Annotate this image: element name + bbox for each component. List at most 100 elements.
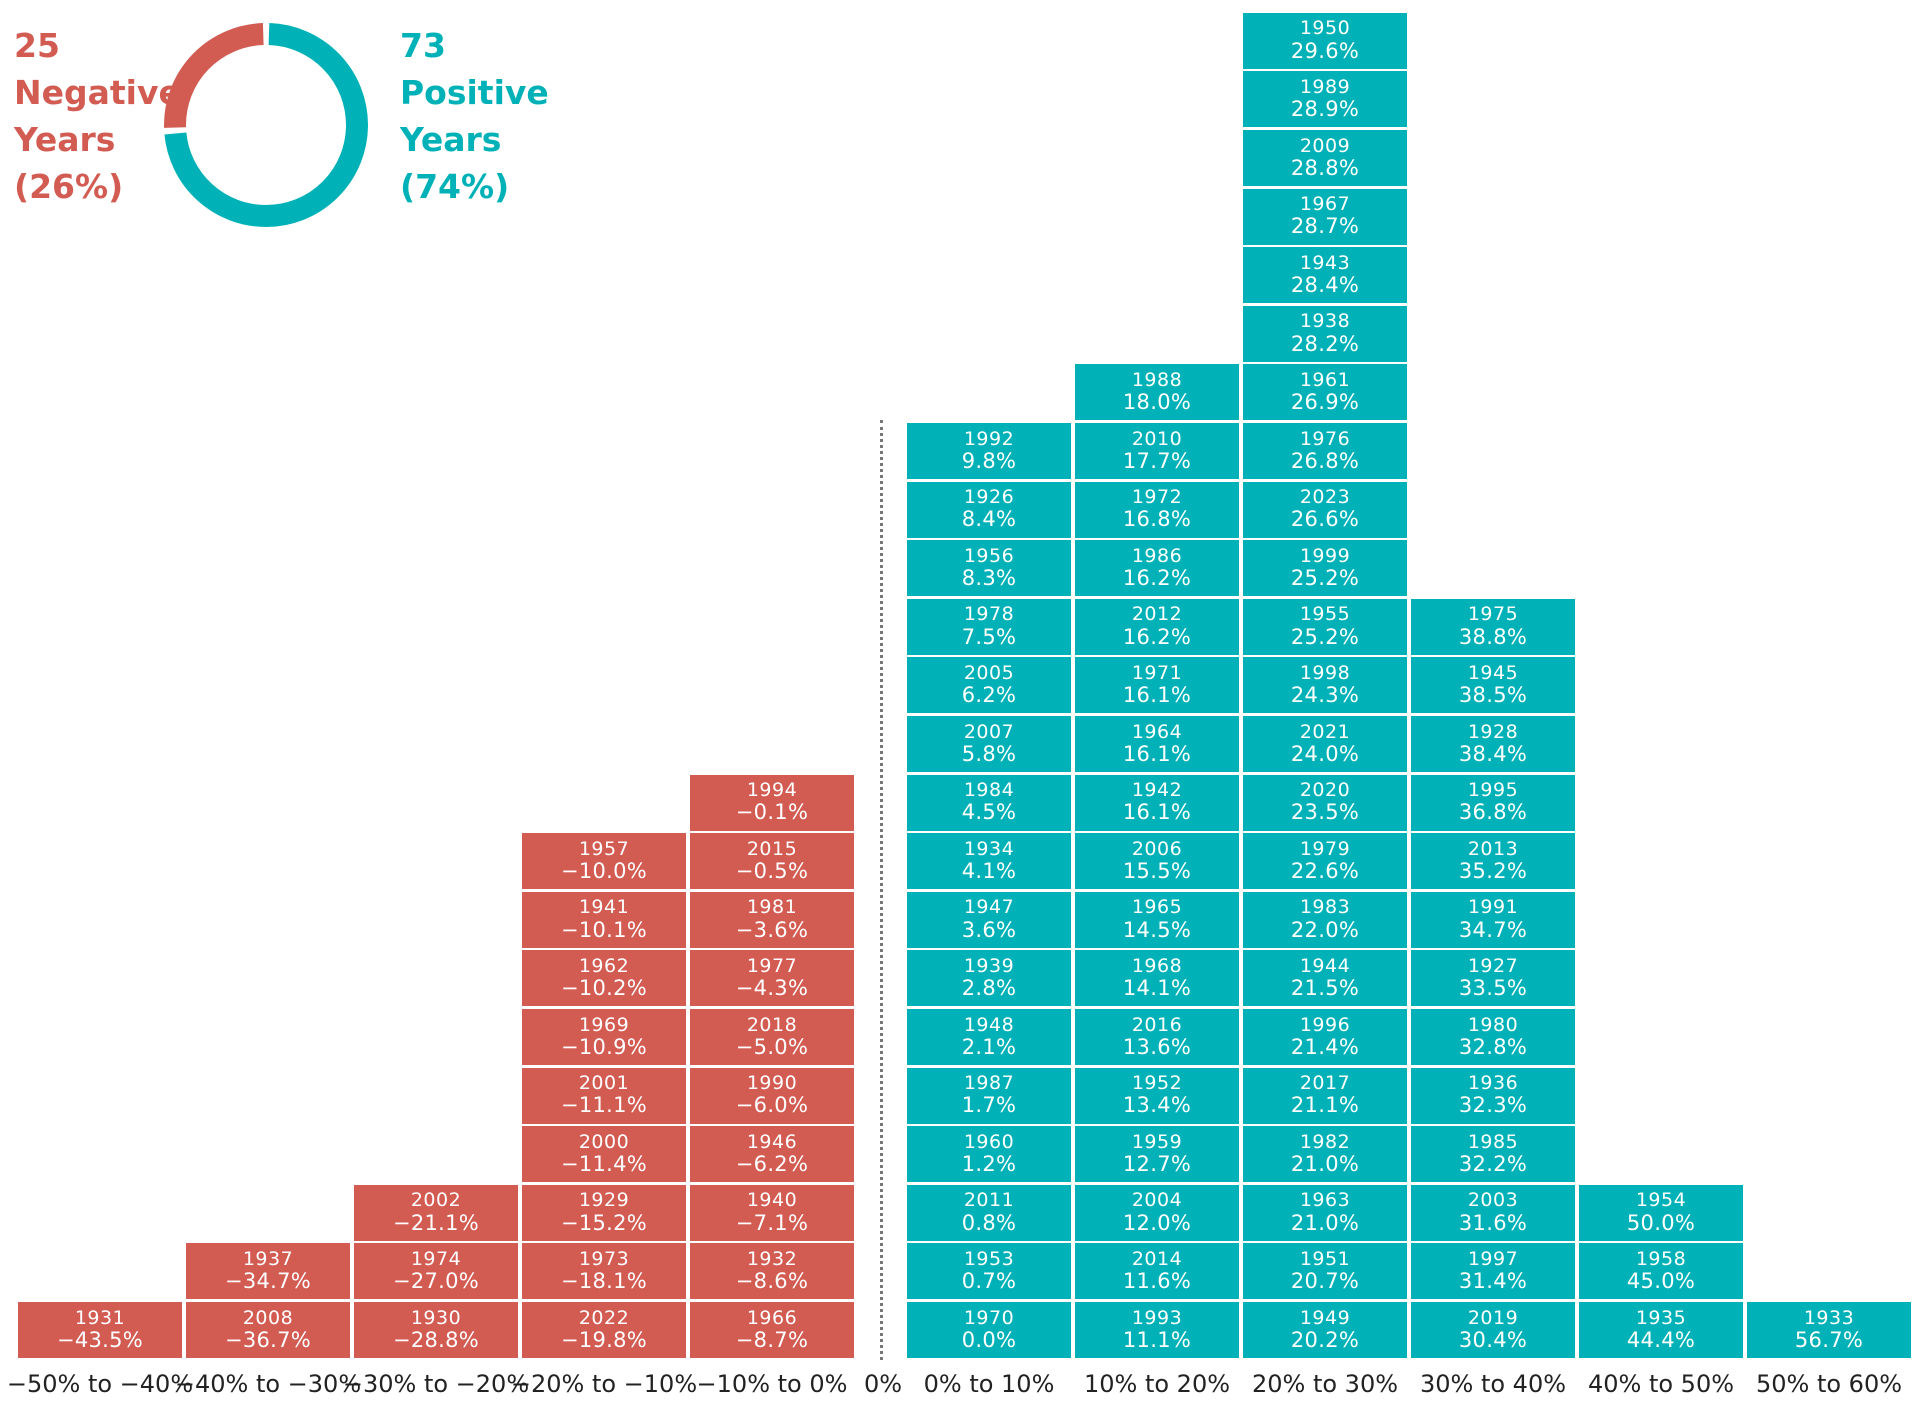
cell-year: 1956	[963, 544, 1015, 567]
cell-return: −43.5%	[56, 1327, 144, 1352]
cell-year: 1960	[963, 1130, 1015, 1153]
cell-year: 1988	[1131, 369, 1183, 391]
histogram-cell-1966: 1966 −8.7%	[690, 1302, 854, 1358]
histogram-cell-1987: 1987 1.7%	[907, 1067, 1071, 1124]
cell-return: 12.0%	[1122, 1210, 1192, 1235]
cell-return: 28.4%	[1290, 273, 1360, 298]
cell-return: 2.1%	[961, 1034, 1017, 1059]
cell-year: 1963	[1299, 1189, 1351, 1212]
cell-return: 8.4%	[961, 507, 1017, 532]
cell-return: 11.1%	[1122, 1327, 1192, 1352]
histogram-cell-2015: 2015 −0.5%	[690, 833, 854, 890]
cell-return: −4.3%	[735, 976, 809, 1001]
cell-year: 2015	[746, 837, 798, 860]
histogram-cell-2016: 2016 13.6%	[1075, 1009, 1239, 1065]
cell-return: 13.4%	[1122, 1093, 1192, 1118]
histogram-cell-1979: 1979 22.6%	[1243, 833, 1407, 890]
cell-return: 28.7%	[1290, 214, 1360, 239]
histogram-cell-2023: 2023 26.6%	[1243, 481, 1407, 538]
cell-year: 2010	[1131, 427, 1183, 450]
histogram-cell-1939: 1939 2.8%	[907, 950, 1071, 1007]
cell-year: 1957	[578, 837, 630, 860]
cell-year: 1927	[1467, 955, 1519, 977]
cell-year: 1950	[1299, 17, 1351, 40]
cell-year: 2004	[1131, 1189, 1183, 1212]
x-axis-label: −30% to −20%	[342, 1370, 530, 1398]
cell-return: 16.1%	[1122, 741, 1192, 766]
cell-year: 1928	[1467, 720, 1519, 743]
cell-year: 1948	[963, 1013, 1015, 1036]
negative-count: 25	[14, 26, 60, 65]
cell-year: 2018	[746, 1013, 798, 1036]
x-axis-label: 30% to 40%	[1419, 1370, 1567, 1398]
cell-year: 1955	[1299, 603, 1351, 626]
cell-year: 1990	[746, 1072, 798, 1095]
cell-year: 1981	[746, 896, 798, 919]
histogram-cell-1935: 1935 44.4%	[1579, 1302, 1743, 1358]
histogram-cell-1931: 1931 −43.5%	[18, 1302, 182, 1358]
histogram-cell-1943: 1943 28.4%	[1243, 247, 1407, 304]
cell-return: −5.0%	[735, 1034, 809, 1059]
cell-year: 1945	[1467, 662, 1519, 684]
cell-return: −27.0%	[392, 1269, 480, 1294]
cell-return: 29.6%	[1290, 38, 1360, 63]
histogram-cell-1981: 1981 −3.6%	[690, 891, 854, 948]
histogram-cell-1978: 1978 7.5%	[907, 598, 1071, 655]
histogram-cell-1948: 1948 2.1%	[907, 1009, 1071, 1065]
cell-return: 14.1%	[1122, 976, 1192, 1001]
cell-year: 1965	[1131, 896, 1183, 919]
cell-return: 32.2%	[1458, 1152, 1528, 1177]
cell-year: 2007	[963, 720, 1015, 743]
cell-return: 32.8%	[1458, 1034, 1528, 1059]
cell-year: 1975	[1467, 603, 1519, 626]
cell-return: 35.2%	[1458, 859, 1528, 884]
cell-year: 1978	[963, 603, 1015, 626]
cell-return: 36.8%	[1458, 800, 1528, 825]
cell-year: 2019	[1467, 1306, 1519, 1329]
cell-return: 16.2%	[1122, 624, 1192, 649]
cell-return: 7.5%	[961, 624, 1017, 649]
histogram-cell-2019: 2019 30.4%	[1411, 1302, 1575, 1358]
cell-return: 16.8%	[1122, 507, 1192, 532]
positive-percent: (74%)	[400, 167, 510, 206]
x-axis-label: −50% to −40%	[6, 1370, 194, 1398]
cell-year: 1961	[1299, 369, 1351, 391]
histogram-cell-2021: 2021 24.0%	[1243, 716, 1407, 772]
histogram-cell-1945: 1945 38.5%	[1411, 657, 1575, 714]
histogram-cell-2022: 2022 −19.8%	[522, 1302, 686, 1358]
cell-return: −10.2%	[560, 976, 648, 1001]
histogram-cell-1937: 1937 −34.7%	[186, 1243, 350, 1300]
cell-year: 1931	[74, 1306, 126, 1329]
histogram-cell-1977: 1977 −4.3%	[690, 950, 854, 1007]
histogram-cell-1953: 1953 0.7%	[907, 1243, 1071, 1300]
cell-year: 1993	[1131, 1306, 1183, 1329]
histogram-cell-1970: 1970 0.0%	[907, 1302, 1071, 1358]
cell-return: −8.7%	[735, 1327, 809, 1352]
cell-return: 1.2%	[961, 1152, 1017, 1177]
cell-year: 1968	[1131, 955, 1183, 977]
cell-year: 1971	[1131, 662, 1183, 684]
cell-return: −10.0%	[560, 859, 648, 884]
cell-return: 0.7%	[961, 1269, 1017, 1294]
cell-year: 2011	[963, 1189, 1015, 1212]
cell-year: 2013	[1467, 837, 1519, 860]
cell-year: 1954	[1635, 1189, 1687, 1212]
cell-year: 2002	[410, 1189, 462, 1212]
histogram-cell-1998: 1998 24.3%	[1243, 657, 1407, 714]
cell-return: 44.4%	[1626, 1327, 1696, 1352]
cell-return: 31.6%	[1458, 1210, 1528, 1235]
histogram-cell-1999: 1999 25.2%	[1243, 540, 1407, 597]
histogram-cell-1940: 1940 −7.1%	[690, 1184, 854, 1241]
cell-return: 28.8%	[1290, 155, 1360, 180]
cell-return: 0.8%	[961, 1210, 1017, 1235]
histogram-cell-2012: 2012 16.2%	[1075, 598, 1239, 655]
cell-return: −7.1%	[735, 1210, 809, 1235]
cell-return: 25.2%	[1290, 566, 1360, 591]
x-axis-label: 10% to 20%	[1083, 1370, 1231, 1398]
histogram-cell-1938: 1938 28.2%	[1243, 305, 1407, 362]
x-axis-label-zero: 0%	[863, 1370, 903, 1398]
histogram-cell-1955: 1955 25.2%	[1243, 598, 1407, 655]
histogram-cell-2004: 2004 12.0%	[1075, 1184, 1239, 1241]
cell-return: 50.0%	[1626, 1210, 1696, 1235]
cell-year: 1941	[578, 896, 630, 919]
